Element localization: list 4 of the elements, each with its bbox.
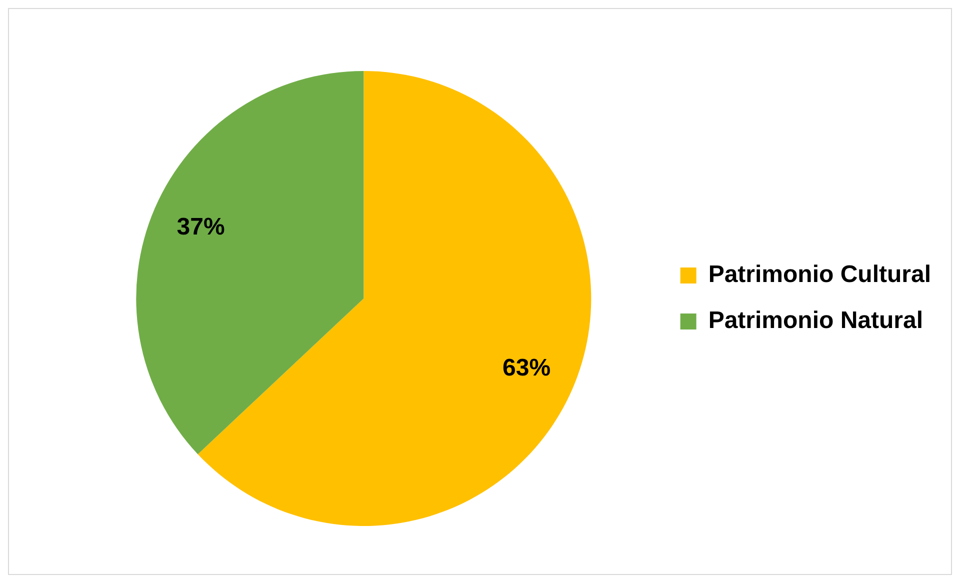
data-label: 37% (176, 214, 225, 241)
legend-label: Patrimonio Natural (708, 307, 924, 334)
data-label: 63% (502, 354, 551, 382)
legend-label: Patrimonio Cultural (708, 261, 932, 288)
